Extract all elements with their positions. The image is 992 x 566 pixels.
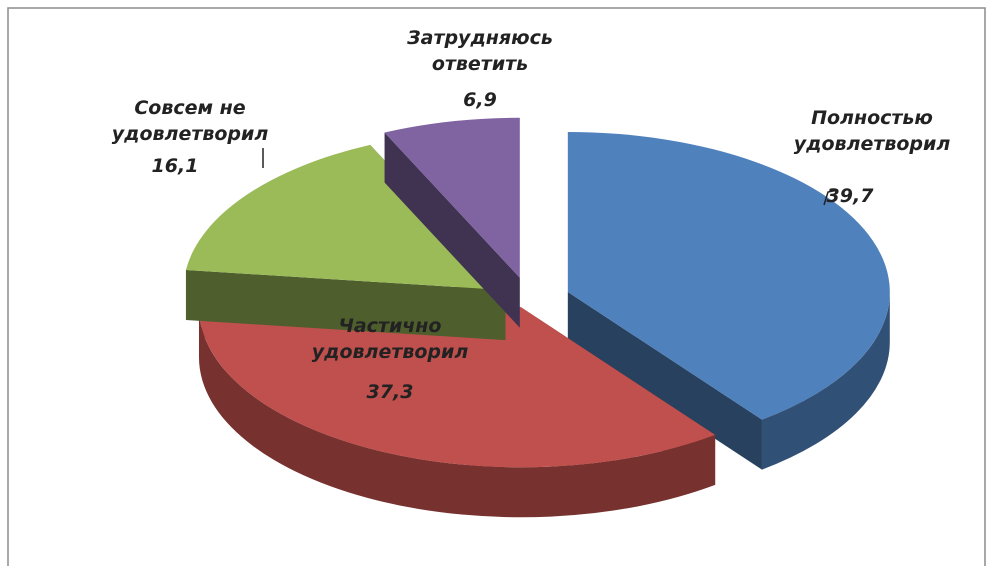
chart-frame xyxy=(7,7,986,566)
value-label: 37,3 xyxy=(366,381,414,403)
slice-label: Затрудняюсь ответить xyxy=(407,27,553,75)
pie-slice xyxy=(384,117,520,328)
slice-wall xyxy=(384,132,520,328)
pie-slice xyxy=(567,131,890,470)
slice-top xyxy=(567,131,890,420)
slice-top xyxy=(384,117,520,278)
slice-label: Совсем не удовлетворил xyxy=(111,97,269,145)
slice-wall xyxy=(567,291,762,470)
value-label: 39,7 xyxy=(826,185,874,207)
value-label: 16,1 xyxy=(151,155,199,177)
slice-top xyxy=(185,144,506,291)
slice-label: Полностью удовлетворил xyxy=(793,107,951,155)
leader-line xyxy=(823,189,839,206)
slice-top xyxy=(198,287,716,468)
slice-side xyxy=(198,307,716,518)
value-label: 6,9 xyxy=(463,89,497,111)
slice-label: Частично удовлетворил xyxy=(311,315,469,363)
slice-wall xyxy=(185,270,506,341)
slice-side xyxy=(761,291,890,470)
pie-slice xyxy=(185,144,506,341)
